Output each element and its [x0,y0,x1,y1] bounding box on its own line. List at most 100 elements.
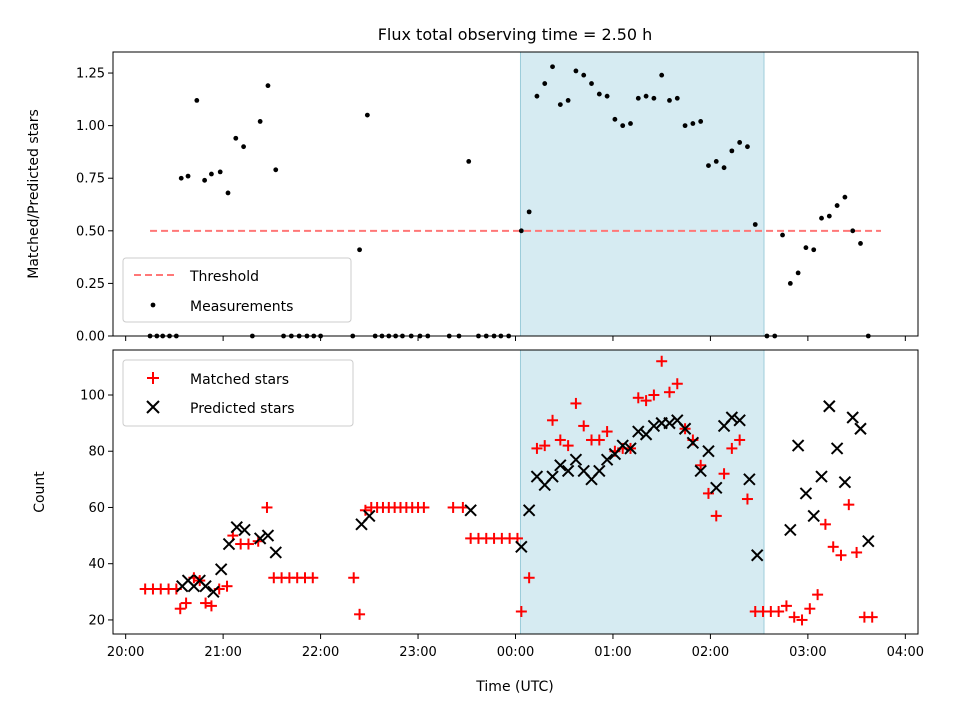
xtick-label: 01:00 [594,645,631,660]
top-ytick-label: 0.25 [76,277,105,292]
matched-star-point [710,510,722,522]
xtick-label: 22:00 [302,645,339,660]
measurement-point [265,83,271,89]
matched-star-point [827,541,839,553]
top-ytick-label: 1.25 [76,67,105,82]
predicted-star-point [823,400,836,413]
matched-star-point [180,597,192,609]
predicted-star-point [522,504,536,517]
predicted-star-point [515,540,528,554]
xtick-label: 03:00 [789,645,826,660]
top-ytick-label: 0.00 [76,330,105,345]
matched-star-point [593,434,605,446]
predicted-star-point [784,523,797,537]
predicted-star-point [222,537,236,551]
matched-star-point [640,395,652,407]
matched-star-point [718,468,730,480]
measurement-point [581,72,587,78]
measurement-point [526,209,532,215]
xtick-label: 04:00 [887,645,924,660]
top-panel: Flux total observing time = 2.50 h 0.00 0… [26,25,919,345]
matched-star-point [835,549,847,561]
predicted-star-point [791,439,805,452]
measurement-point [826,213,832,219]
measurement-point [534,93,540,99]
xtick-label: 02:00 [692,645,729,660]
matched-star-point [726,442,738,454]
top-y-axis-label: Matched/Predicted stars [26,109,42,279]
matched-star-point [562,440,574,452]
measurement-point [573,68,579,74]
top-plot-frame [112,51,919,337]
chart-title: Flux total observing time = 2.50 h [378,25,653,44]
bot-ytick-label: 20 [88,613,105,628]
predicted-star-point [554,459,567,472]
measurement-point [803,245,809,251]
predicted-star-point [799,487,813,500]
predicted-star-point [702,445,715,458]
matched-star-point [734,434,746,446]
matched-star-point [695,459,707,471]
xtick-label: 00:00 [497,645,534,660]
matched-star-point [819,518,831,530]
matched-star-point [812,589,824,601]
matched-star-point [523,572,535,584]
predicted-star-point [561,464,575,478]
predicted-star-point [807,509,820,523]
matched-star-point [539,440,551,452]
matched-star-point [773,606,785,618]
predicted-star-point [253,532,267,545]
matched-star-point [515,606,527,618]
top-ytick-label: 1.00 [76,119,105,134]
matched-star-point [418,501,430,513]
matched-star-point [242,538,254,550]
measurement-point [698,119,704,124]
predicted-star-point [694,464,707,478]
measurement-point [819,215,824,221]
measurement-point [850,228,856,234]
matched-star-point [632,392,644,404]
measurement-point [834,203,840,208]
measurement-point [357,247,362,253]
measurement-point [651,95,657,101]
measurement-point [737,140,743,145]
matched-star-point [174,603,186,615]
measurement-point [628,121,633,126]
matched-star-point [741,493,753,505]
bottom-plot-frame [112,349,919,635]
matched-star-point [359,504,371,516]
measurement-point [612,116,618,122]
bot-ytick-label: 80 [88,445,105,460]
predicted-star-point [207,585,220,599]
predicted-star-point [214,563,228,576]
bottom-y-axis-label: Count [32,471,48,513]
predicted-star-point [854,422,867,435]
matched-star-point [221,580,233,592]
bot-ytick-label: 40 [88,557,105,572]
x-axis-label: Time (UTC) [475,679,553,695]
predicted-star-point [632,425,645,438]
measurement-point [713,158,719,164]
matched-star-point [554,434,566,446]
measurement-point [178,175,184,181]
legend-matched-label: Matched stars [190,372,289,388]
measurement-point [842,194,848,200]
measurement-point [721,165,727,171]
measurement-point [466,158,472,164]
measurement-point [596,91,602,97]
xtick-label: 21:00 [204,645,241,660]
matched-star-point [866,611,878,623]
measurement-point [674,95,680,101]
top-observing-window [519,51,765,337]
measurement-point [518,228,524,234]
top-legend: Threshold Measurements [122,257,352,323]
measurement-point [217,169,223,175]
bottom-legend-box [122,359,354,427]
legend-threshold-label: Threshold [189,269,259,285]
measurement-point [635,95,641,101]
predicted-star-point [846,411,859,424]
predicted-star-point [862,535,875,548]
measurement-point [233,135,239,141]
matched-star-point [547,414,559,426]
measurement-point [811,247,817,253]
